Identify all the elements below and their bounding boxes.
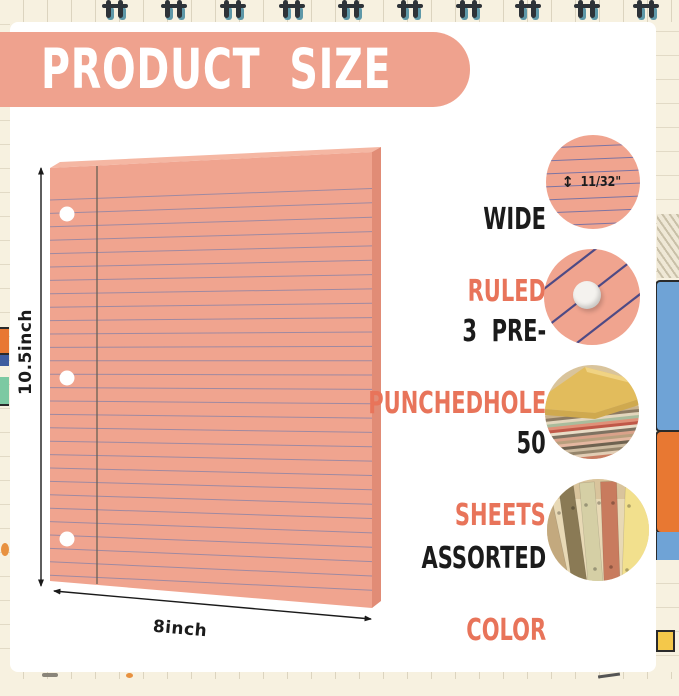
background-doodle	[1, 543, 9, 556]
spiral-binding-icon	[102, 0, 128, 21]
feature-text: WIDE	[468, 208, 546, 232]
spiral-binding-icon	[161, 0, 187, 21]
spiral-binding-icon	[397, 0, 423, 21]
background-doodle	[0, 355, 9, 366]
feature-text: 50	[455, 432, 546, 456]
vertical-range-arrows-icon: ↕	[561, 175, 574, 190]
punched-hole-detail	[573, 281, 601, 309]
background-doodle	[655, 280, 679, 432]
background-doodle	[655, 430, 679, 534]
background-doodle	[656, 630, 675, 652]
background-doodle	[42, 673, 58, 677]
spiral-binding-icon	[456, 0, 482, 21]
background-doodle	[0, 327, 9, 355]
assorted-colors-photo	[547, 479, 649, 581]
feature-text: 3 PRE-	[368, 320, 546, 344]
title-banner: PRODUCT SIZE	[0, 32, 470, 107]
background-grid-bottom	[0, 672, 679, 679]
line-spacing-annotation: ↕ 11/32"	[546, 135, 640, 229]
punched-hole-circle	[544, 249, 640, 345]
spiral-binding-icon	[279, 0, 305, 21]
background-doodle	[0, 377, 9, 406]
spiral-binding-icon	[338, 0, 364, 21]
height-dimension-label: 10.5inch	[16, 309, 36, 395]
page-title: PRODUCT SIZE	[0, 32, 338, 107]
feature-text: ASSORTED	[421, 547, 546, 571]
background-doodle	[657, 214, 679, 278]
feature-label-assorted-color: ASSORTED COLOR	[421, 499, 546, 691]
spiral-binding-icon	[515, 0, 541, 21]
spiral-binding-icon	[633, 0, 659, 21]
product-size-infographic: PRODUCT SIZE 10.5inch 8inch WIDE RULED	[0, 0, 679, 679]
spiral-binding-icon	[574, 0, 600, 21]
feature-text-accent: COLOR	[421, 619, 546, 643]
line-spacing-value: 11/32"	[581, 175, 622, 190]
background-doodle	[655, 532, 679, 560]
background-doodle	[126, 673, 133, 678]
spiral-binding-icon	[220, 0, 246, 21]
wide-ruled-circle: ↕ 11/32"	[546, 135, 640, 229]
sheets-stack-photo	[545, 365, 639, 459]
